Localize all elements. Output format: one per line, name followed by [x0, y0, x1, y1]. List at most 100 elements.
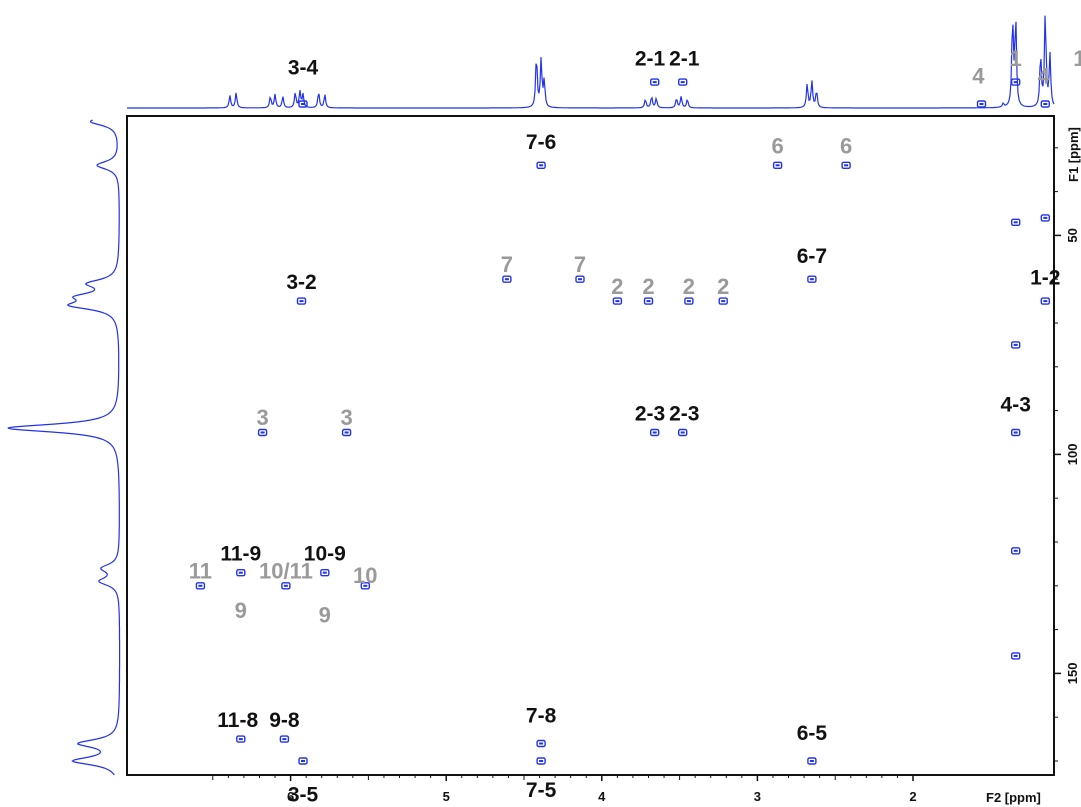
cross-peak [281, 582, 291, 590]
cross-peak-core [1043, 103, 1048, 105]
peak-label: 7 [501, 252, 513, 277]
cross-peak [807, 275, 817, 283]
f2-projection [127, 15, 1055, 109]
cross-peak [536, 757, 546, 765]
cross-peak-core [539, 760, 544, 762]
peak-label: 2 [683, 274, 695, 299]
peak-label: 4 [972, 64, 985, 89]
cross-peak-core [652, 431, 657, 434]
peak-label: 9 [235, 598, 247, 623]
x-tick-label: 5 [443, 789, 450, 804]
cross-peak-core [775, 164, 780, 167]
y-tick-label: 50 [1065, 228, 1080, 242]
cross-peak [772, 161, 783, 170]
cross-peak-core [646, 300, 651, 303]
peak-label: 3 [340, 405, 352, 430]
cross-peaks [195, 78, 1051, 765]
cross-peak [841, 161, 851, 170]
cross-peak [650, 428, 660, 437]
x-tick-label: 2 [909, 789, 916, 804]
cross-peak-core [844, 164, 849, 167]
peak-label: 2-3 [635, 403, 665, 426]
peak-label: 6-7 [797, 245, 827, 268]
cross-peak-core [1043, 216, 1048, 219]
peak-label: 1 [1010, 46, 1022, 71]
peak-labels: 3-4 2-1 2-1 1 14 47-6 6 66-71-27 72 2 2 23-23 3 2-3 2-… [189, 46, 1081, 807]
cross-peak-core [1013, 221, 1018, 224]
f1-projection [7, 119, 121, 776]
cross-peak-core [1013, 549, 1018, 552]
cross-peak [536, 739, 546, 748]
y-tick-label: 150 [1065, 663, 1080, 685]
cross-peak-core [1043, 300, 1048, 303]
peak-label: 11-8 [217, 709, 258, 732]
cross-peak-core [363, 584, 368, 587]
cross-peak [1040, 214, 1051, 222]
peak-label: 7-5 [526, 779, 557, 802]
cross-peak-core [1013, 81, 1018, 84]
cross-peak-core [539, 164, 544, 167]
cross-peak-core [238, 571, 243, 574]
cross-peak-core [198, 584, 203, 587]
cross-peak-core [260, 431, 265, 434]
cross-peak-core [578, 278, 582, 281]
cross-peak [236, 735, 246, 743]
cross-peak [678, 78, 688, 86]
cross-peak [360, 582, 370, 590]
cross-peak-core [238, 738, 243, 741]
cross-peak [195, 582, 206, 590]
peak-label: 7-8 [526, 705, 557, 728]
cross-peak [298, 100, 308, 108]
peak-label: 2-3 [669, 403, 699, 426]
cross-peak [536, 161, 546, 170]
cross-peak-core [686, 300, 691, 303]
peak-label: 6-5 [797, 722, 828, 745]
cross-peak-core [979, 103, 984, 105]
cross-peak [257, 428, 268, 437]
cross-peak [684, 297, 694, 305]
cross-peak [1011, 547, 1021, 555]
cross-peak [976, 100, 987, 108]
peak-label: 3-2 [286, 271, 316, 294]
peak-label: 2-1 [669, 48, 700, 71]
peak-label: 1-2 [1030, 267, 1060, 290]
cross-peak [1011, 341, 1021, 349]
cross-peak-core [721, 300, 726, 303]
peak-label: 1 [1073, 46, 1081, 71]
peak-label: 7 [574, 252, 586, 277]
peak-label: 10/11 [259, 559, 313, 584]
cross-peak-core [652, 81, 657, 84]
peak-label: 10-9 [304, 543, 346, 566]
x-axis: 6 5 4 3 2 [212, 775, 917, 804]
cross-peak [1011, 78, 1021, 86]
cross-peak-core [680, 81, 685, 84]
peak-label: 9-8 [269, 709, 300, 732]
cross-peak-core [322, 571, 327, 574]
y-axis-label: F1 [ppm] [1066, 127, 1081, 182]
peak-label: 11 [189, 559, 212, 584]
cross-peak [320, 569, 330, 577]
cross-peak [279, 735, 290, 743]
cross-peak-core [809, 760, 814, 762]
cross-peak [1011, 428, 1021, 437]
x-axis-label: F2 [ppm] [986, 790, 1041, 805]
cross-peak [678, 428, 688, 437]
cross-peak-core [1013, 431, 1018, 434]
peak-label: 2-1 [635, 48, 666, 71]
peak-label: 2 [611, 274, 623, 299]
cross-peak [236, 569, 246, 577]
cross-peak-core [1013, 343, 1018, 346]
f2-projection-trace [127, 15, 1055, 109]
cross-peak [612, 297, 623, 305]
cross-peak-core [301, 103, 305, 105]
cross-peak-core [1013, 654, 1018, 657]
y-tick-label: 100 [1065, 444, 1080, 466]
cross-peak-core [301, 760, 305, 762]
cross-peak-core [283, 584, 288, 587]
plot-frame [126, 115, 1055, 776]
peak-label: 2 [642, 274, 654, 299]
cross-peak-core [282, 738, 287, 741]
f1-projection-trace [7, 119, 121, 776]
cross-peak-core [680, 431, 685, 434]
cross-peak [807, 757, 817, 765]
